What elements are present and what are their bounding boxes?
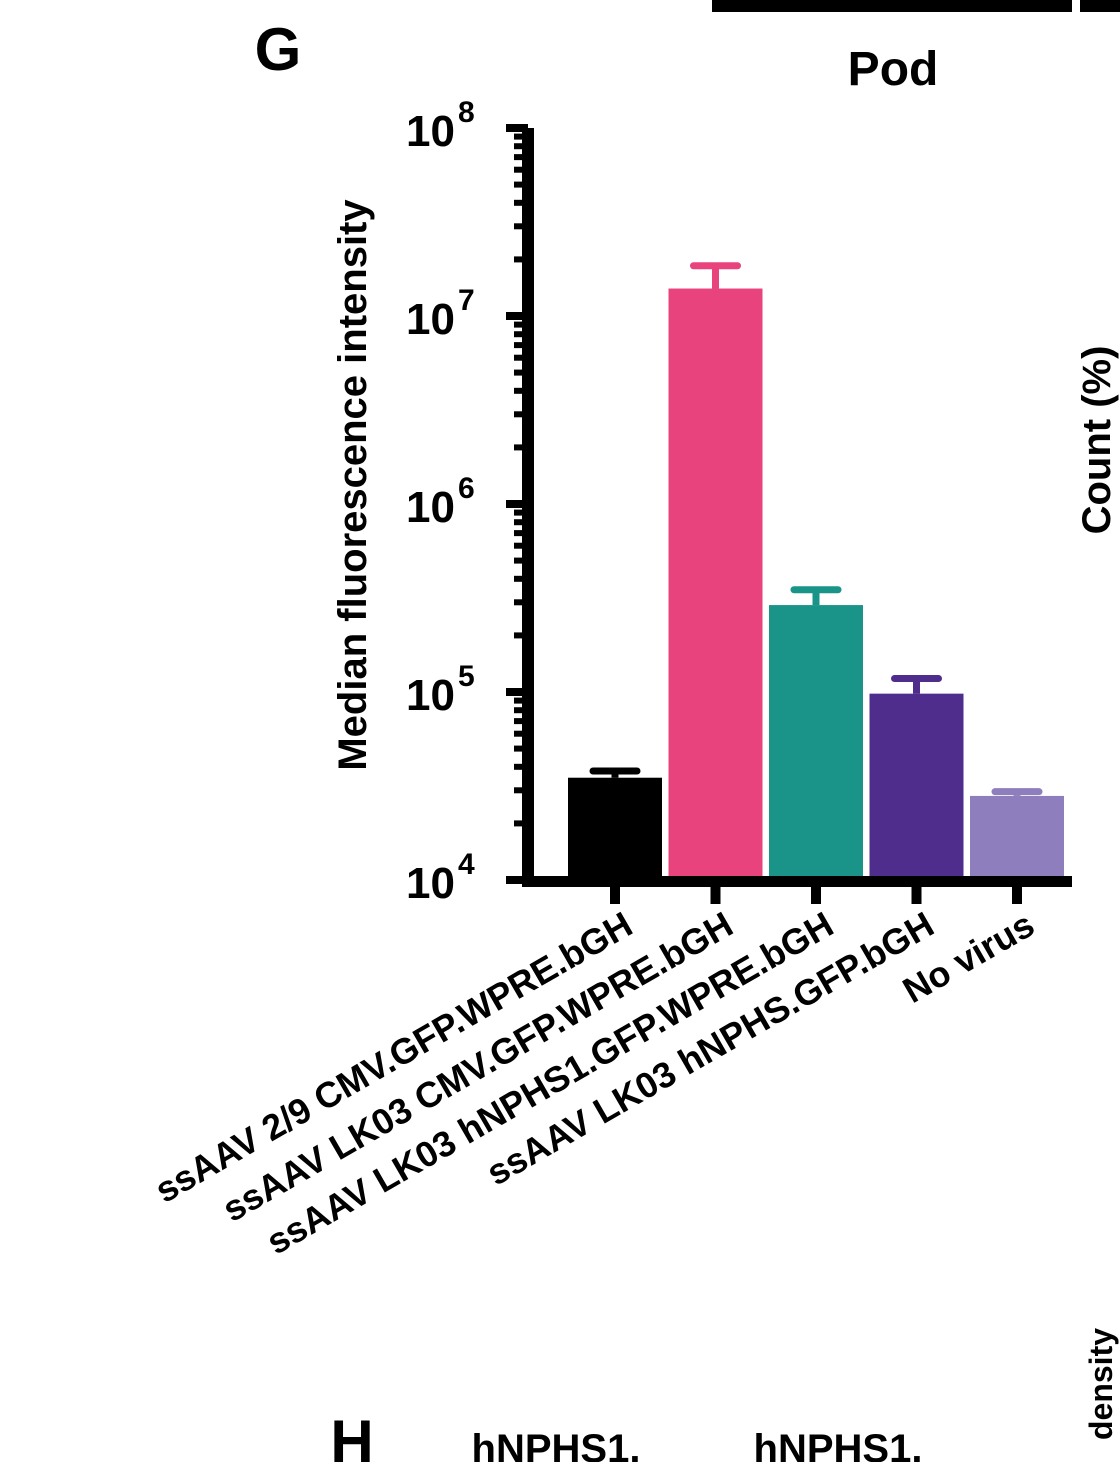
bar-1 (568, 777, 662, 880)
y-major-tick-5 (506, 124, 528, 132)
bar-3 (769, 605, 863, 880)
y-tick-label-1: 10 (406, 859, 455, 908)
y-tick-exponent-2: 5 (458, 660, 475, 693)
y-minor-tick (514, 632, 528, 639)
y-minor-tick (514, 745, 528, 752)
y-minor-tick (514, 575, 528, 582)
y-major-tick-2 (506, 688, 528, 696)
x-tick-1 (610, 886, 620, 904)
y-tick-label-4: 10 (406, 295, 455, 344)
y-minor-tick (514, 387, 528, 394)
y-minor-tick (514, 143, 528, 150)
y-minor-tick (514, 411, 528, 418)
panel-h-label-1: hNPHS1. (472, 1427, 641, 1462)
y-tick-exponent-4: 7 (458, 284, 475, 317)
y-minor-tick (514, 444, 528, 451)
bar-5 (970, 795, 1064, 880)
y-minor-tick (514, 519, 528, 526)
x-tick-3 (811, 886, 821, 904)
y-tick-exponent-3: 6 (458, 472, 475, 505)
top-frame-left (712, 0, 1072, 12)
y-minor-tick (514, 530, 528, 537)
y-minor-tick (514, 718, 528, 725)
y-tick-label-3: 10 (406, 483, 455, 532)
y-tick-label-5: 10 (406, 107, 455, 156)
y-minor-tick (514, 181, 528, 188)
bar-4 (869, 693, 964, 880)
y-major-tick-1 (506, 876, 528, 884)
y-minor-tick (514, 787, 528, 794)
bar-2 (668, 288, 763, 880)
y-minor-tick (514, 223, 528, 230)
y-minor-tick (514, 763, 528, 770)
y-minor-tick (514, 730, 528, 737)
bar-group (568, 262, 1064, 880)
y-minor-tick (514, 542, 528, 549)
y-minor-tick (514, 509, 528, 516)
y-minor-tick (514, 369, 528, 376)
y-tick-exponent-5: 8 (458, 96, 475, 129)
top-frame-right (1080, 0, 1120, 12)
y-minor-tick (514, 199, 528, 206)
x-tick-2 (710, 886, 721, 904)
y-axis-label: Median fluorescence intensity (331, 199, 375, 771)
right-panel-axis-label: Count (%) (1075, 346, 1119, 535)
y-minor-tick (514, 154, 528, 161)
y-minor-tick (514, 133, 528, 140)
y-minor-tick (514, 166, 528, 173)
y-tick-exponent-1: 4 (458, 848, 475, 881)
panel-h-label-2: hNPHS1. (754, 1427, 923, 1462)
y-tick-label-2: 10 (406, 671, 455, 720)
y-minor-tick (514, 599, 528, 606)
y-minor-tick (514, 342, 528, 349)
x-tick-4 (911, 886, 922, 904)
right-panel-axis-label-lower: density (1083, 1328, 1119, 1440)
y-minor-tick (514, 331, 528, 338)
y-minor-tick (514, 820, 528, 827)
y-major-tick-4 (506, 312, 528, 320)
y-minor-tick (514, 697, 528, 704)
x-axis-line (522, 876, 1072, 887)
chart-title: Pod (848, 43, 939, 96)
y-minor-tick (514, 707, 528, 714)
y-minor-tick (514, 321, 528, 328)
panel-label-h: H (330, 1408, 373, 1462)
y-major-tick-3 (506, 500, 528, 508)
y-minor-tick (514, 557, 528, 564)
x-tick-5 (1012, 886, 1022, 904)
axes (506, 124, 1072, 904)
y-minor-tick (514, 354, 528, 361)
y-minor-tick (514, 256, 528, 263)
panel-label-g: G (255, 16, 302, 83)
